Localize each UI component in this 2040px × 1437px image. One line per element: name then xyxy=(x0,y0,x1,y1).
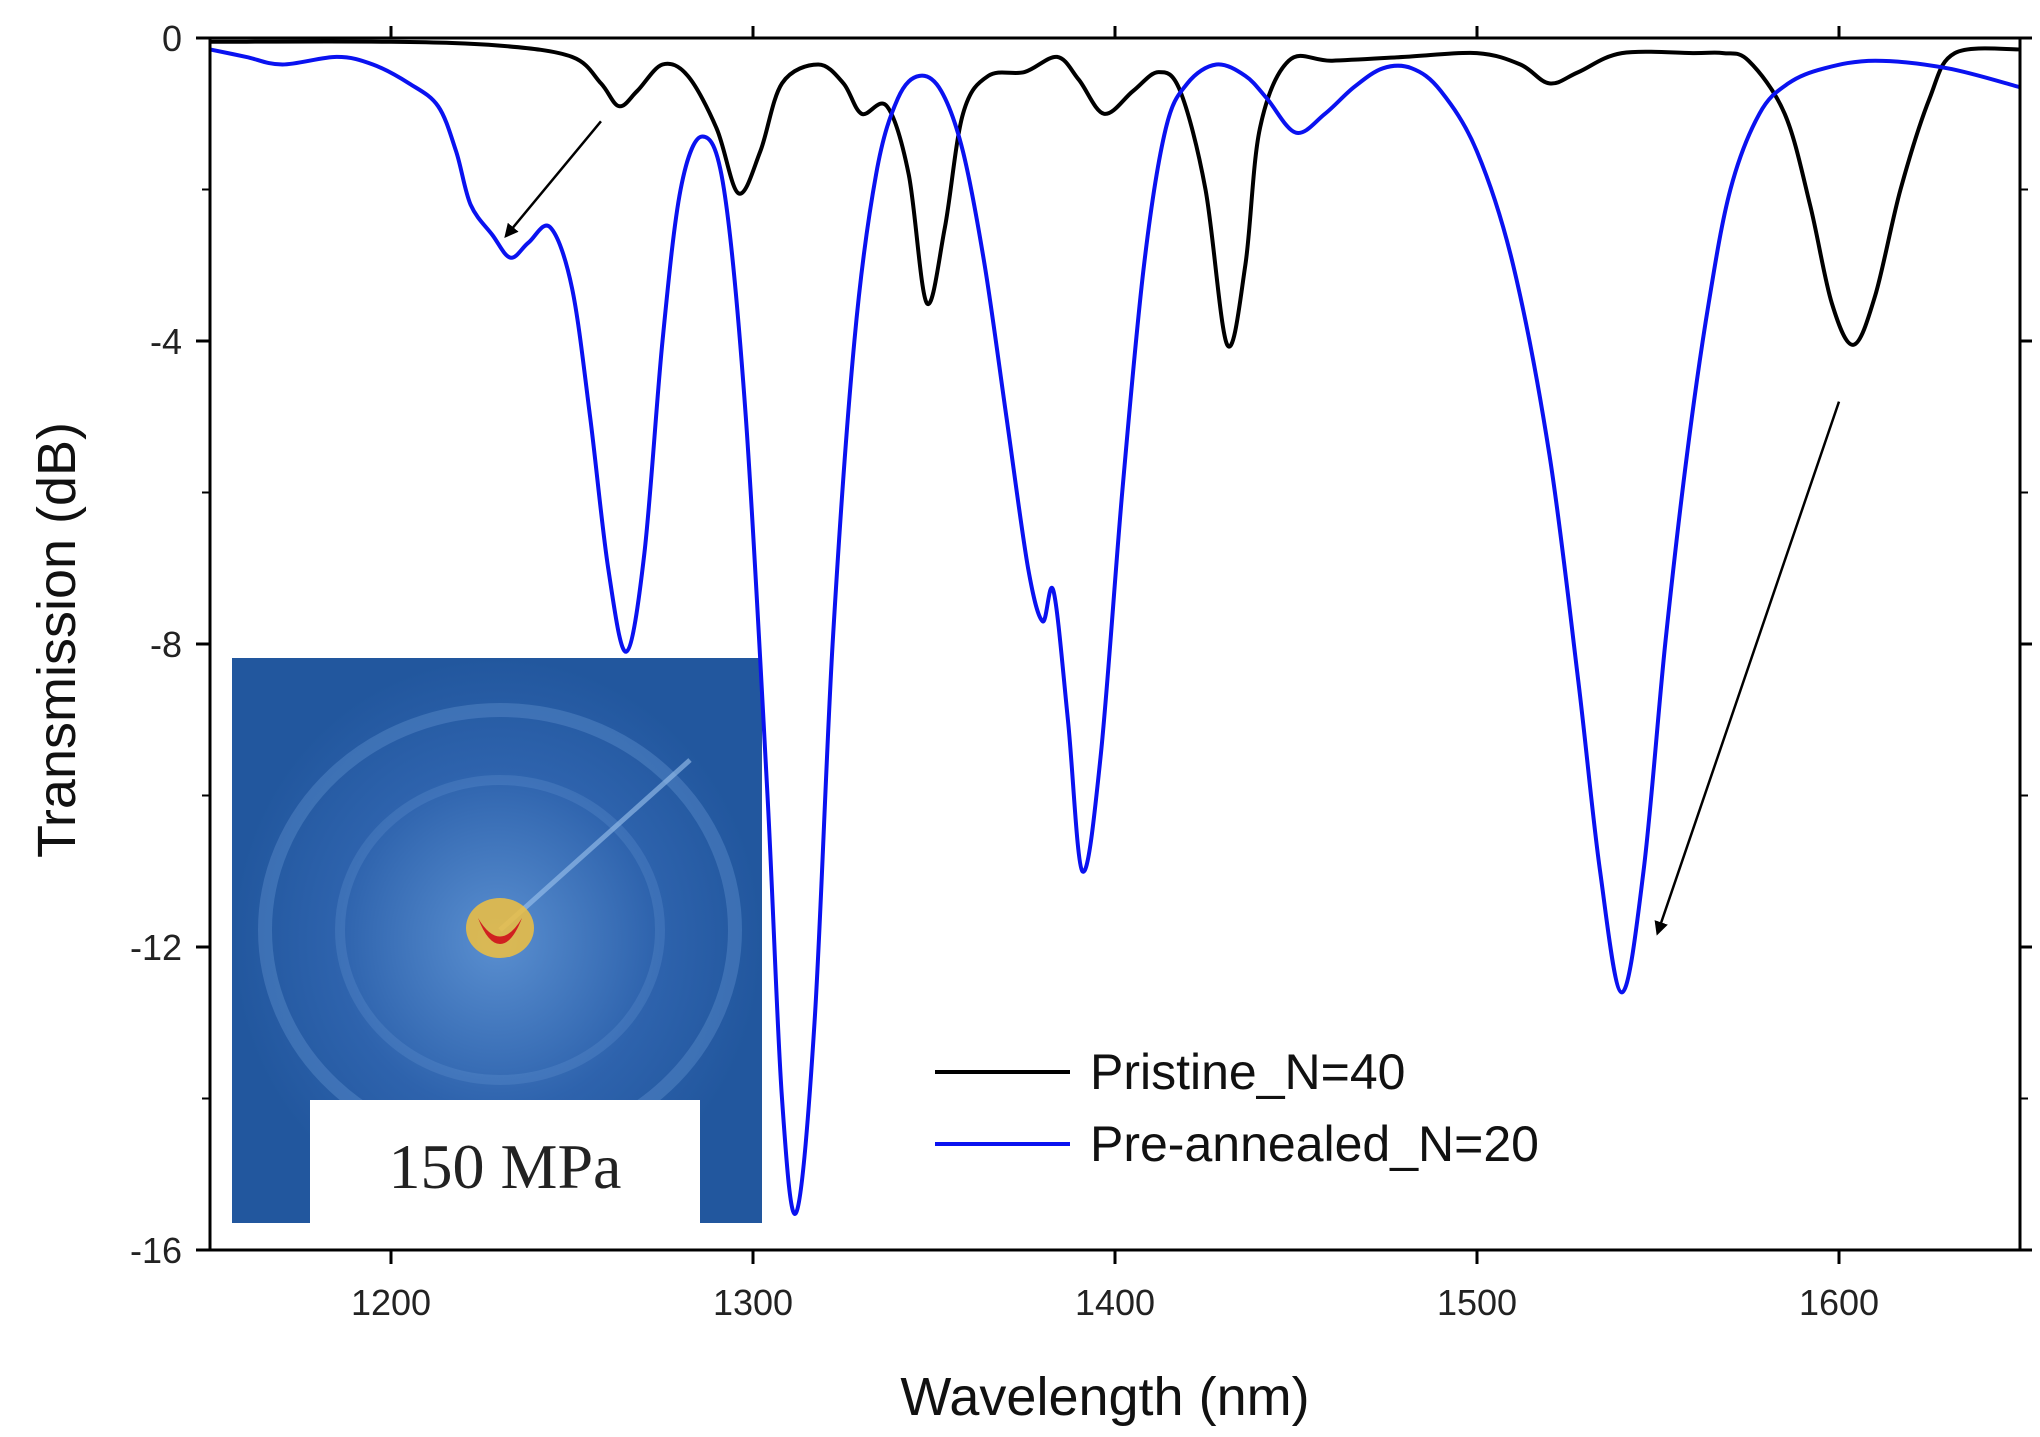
y-tick-label: -16 xyxy=(130,1230,182,1271)
legend-label: Pre-annealed_N=20 xyxy=(1090,1116,1539,1172)
series-line-pre-annealed xyxy=(209,47,2021,1216)
y-tick-label: -12 xyxy=(130,927,182,968)
x-tick-label: 1200 xyxy=(351,1282,431,1323)
annotation-arrows xyxy=(504,120,1841,936)
y-tick-label: 0 xyxy=(162,18,182,59)
y-axis-title: Transmission (dB) xyxy=(27,422,87,858)
inset-label: 150 MPa xyxy=(389,1131,622,1202)
legend-label: Pristine_N=40 xyxy=(1090,1044,1405,1100)
y-tick-label: -8 xyxy=(150,624,182,665)
x-tick-label: 1600 xyxy=(1799,1282,1879,1323)
x-tick-label: 1400 xyxy=(1075,1282,1155,1323)
annotation-arrow-1 xyxy=(504,120,602,239)
series-lines xyxy=(209,39,2021,1216)
x-tick-label: 1500 xyxy=(1437,1282,1517,1323)
axes: 1200 1300 1400 1500 1600 0 -4 -8 -12 -16 xyxy=(130,18,2032,1323)
inset-image: 150 MPa xyxy=(232,658,762,1223)
y-tick-label: -4 xyxy=(150,321,182,362)
annotation-arrow-2 xyxy=(1654,401,1841,936)
x-axis-title: Wavelength (nm) xyxy=(900,1367,1309,1427)
series-line-pristine xyxy=(209,39,2021,349)
x-tick-label: 1300 xyxy=(713,1282,793,1323)
legend: Pristine_N=40 Pre-annealed_N=20 xyxy=(935,1044,1539,1172)
